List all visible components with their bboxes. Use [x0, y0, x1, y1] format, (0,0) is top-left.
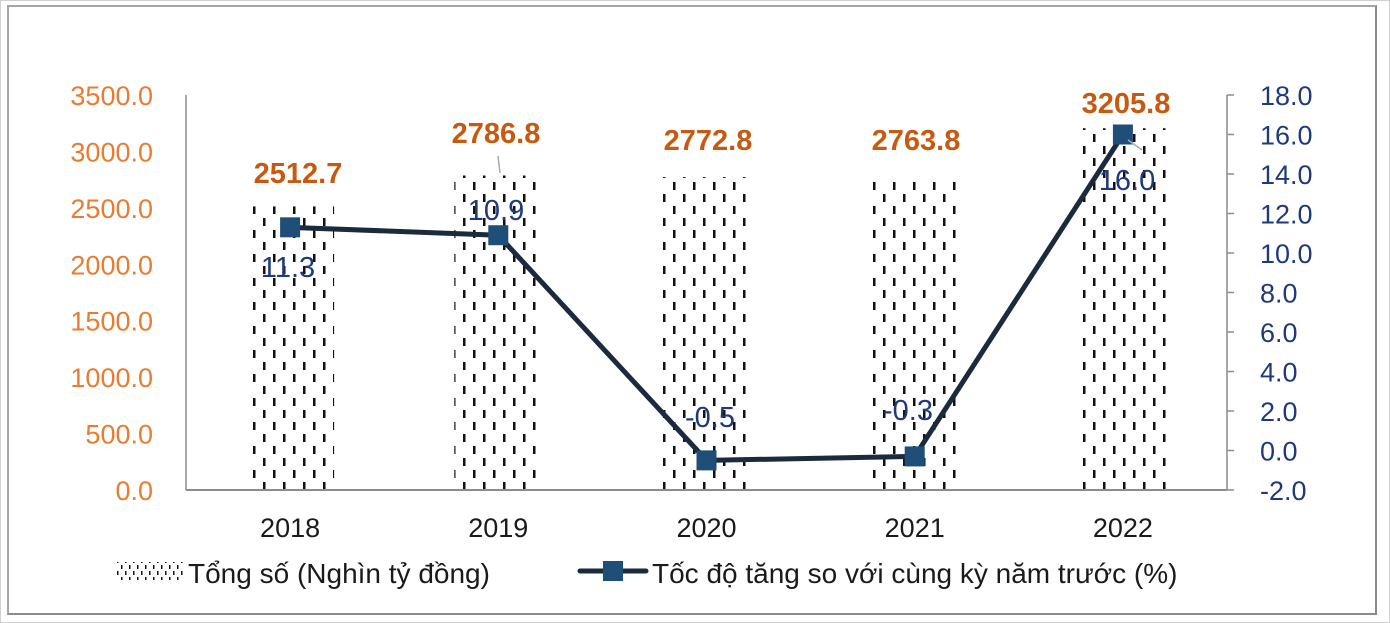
data-labels: 2512.7 2786.8 2772.8 2763.8 3205.8 11.3 10.9 -0…: [254, 88, 1171, 434]
x-axis-tick-label: 2021: [885, 513, 945, 543]
x-axis-tick-label: 2018: [260, 513, 320, 543]
left-axis-tick-label: 1500.0: [70, 307, 153, 337]
right-axis-tick-label: 12.0: [1260, 200, 1313, 230]
line-series: [280, 124, 1133, 471]
bar-2020: [662, 177, 751, 491]
x-axis-tick-label: 2019: [468, 513, 528, 543]
bar-value-label: 2512.7: [254, 158, 343, 190]
bar-2018: [246, 206, 335, 490]
line-marker-2019: [488, 225, 509, 246]
right-axis-tick-label: 10.0: [1260, 239, 1313, 269]
x-axis-tick-label: 2020: [676, 513, 736, 543]
bar-value-label: 2772.8: [664, 125, 753, 157]
bar-series: [246, 128, 1167, 491]
line-value-label: -0.5: [685, 402, 735, 434]
line-value-label: 11.3: [261, 252, 315, 284]
left-axis-tick-label: 3500.0: [70, 81, 153, 111]
legend-line-marker: [603, 561, 623, 581]
left-axis-tick-label: 0.0: [115, 476, 153, 506]
left-axis-tick-label: 1000.0: [70, 363, 153, 393]
line-value-label: -0.3: [883, 395, 933, 427]
line-marker-2021: [904, 446, 925, 467]
bar-value-label: 2763.8: [872, 125, 961, 157]
right-axis-tick-label: 6.0: [1260, 318, 1298, 348]
bar-value-label: 3205.8: [1082, 88, 1171, 120]
line-marker-2022: [1112, 124, 1133, 145]
axes: 0.0 500.0 1000.0 1500.0 2000.0 2500.0 3000.0 35…: [70, 81, 1312, 543]
line-marker-2018: [280, 217, 301, 238]
legend-bar-label: Tổng số (Nghìn tỷ đồng): [188, 558, 490, 589]
left-axis-tick-label: 3000.0: [70, 137, 153, 167]
line-value-label: 16.0: [1099, 165, 1155, 197]
right-axis-tick-label: 4.0: [1260, 358, 1298, 388]
legend: Tổng số (Nghìn tỷ đồng) Tốc độ tăng so vớ…: [116, 558, 1177, 589]
legend-bar-swatch: [116, 562, 184, 580]
legend-line-label: Tốc độ tăng so với cùng kỳ năm trước (%): [652, 558, 1177, 589]
line-marker-2020: [696, 450, 717, 471]
right-axis-tick-label: 16.0: [1260, 121, 1313, 151]
left-axis-tick-label: 500.0: [85, 420, 153, 450]
right-axis-tick-label: 8.0: [1260, 279, 1298, 309]
right-axis-tick-label: 18.0: [1260, 81, 1313, 111]
right-axis-tick-label: 2.0: [1260, 397, 1298, 427]
right-axis-tick-label: 0.0: [1260, 437, 1298, 467]
left-axis-tick-label: 2000.0: [70, 250, 153, 280]
right-axis-tick-label: -2.0: [1260, 476, 1307, 506]
bar-value-label: 2786.8: [452, 118, 541, 150]
x-axis-tick-label: 2022: [1093, 513, 1153, 543]
line-value-label: 10.9: [468, 195, 524, 227]
bar-2022: [1078, 128, 1167, 490]
left-axis-tick-label: 2500.0: [70, 194, 153, 224]
right-axis-tick-label: 14.0: [1260, 160, 1313, 190]
bar-2021: [870, 178, 959, 490]
